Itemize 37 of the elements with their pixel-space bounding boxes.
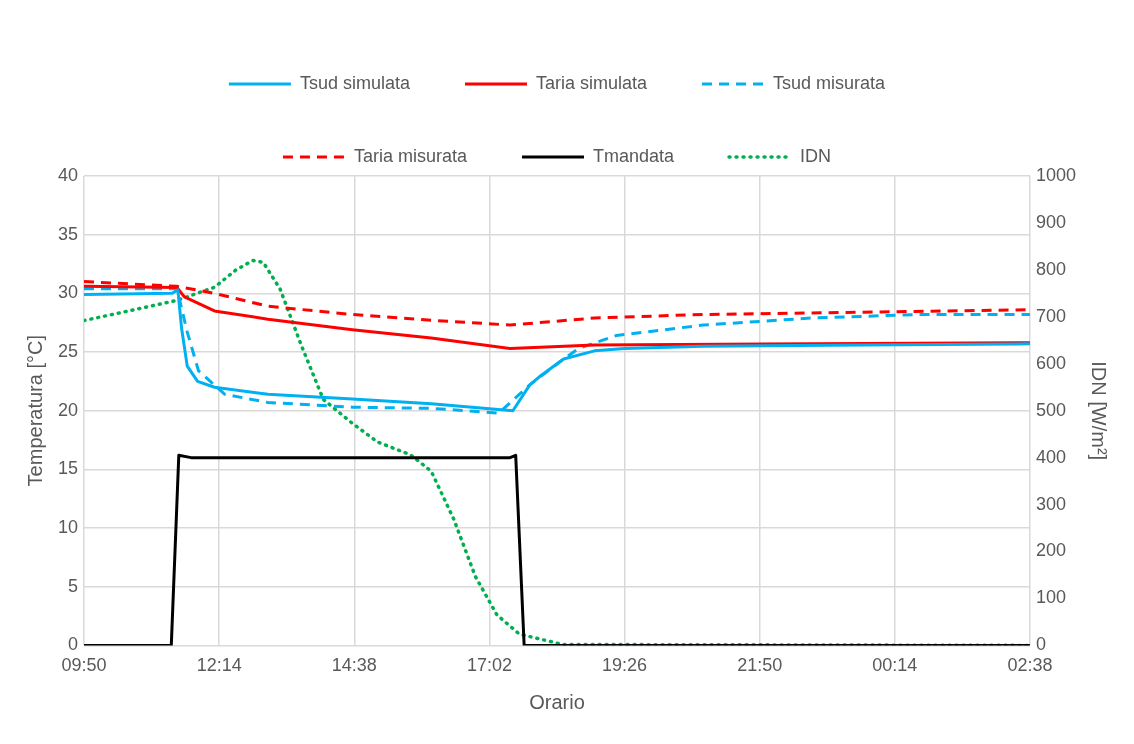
y-tick-label: 20 — [57, 399, 79, 420]
y-tick-label: 5 — [68, 575, 79, 596]
y-tick-label: 35 — [57, 223, 79, 244]
x-tick-label: 14:38 — [331, 655, 377, 676]
y-tick-label: 25 — [57, 340, 79, 361]
y-tick-label: 10 — [57, 517, 79, 538]
y2-tick-label: 900 — [1035, 211, 1066, 232]
legend-label: Tsud simulata — [299, 72, 411, 93]
legend-label: Tsud misurata — [773, 72, 887, 93]
x-tick-label: 19:26 — [602, 655, 648, 676]
y2-tick-label: 500 — [1035, 399, 1066, 420]
x-axis-title: Orario — [529, 690, 585, 713]
y2-tick-label: 0 — [1035, 634, 1046, 655]
legend-label: IDN — [800, 145, 832, 166]
y2-tick-label: 100 — [1035, 587, 1066, 608]
y2-tick-label: 600 — [1035, 352, 1066, 373]
y2-tick-label: 700 — [1035, 305, 1066, 326]
y-axis-title: Temperatura [°C] — [23, 335, 46, 487]
x-tick-label: 02:38 — [1007, 655, 1053, 676]
y2-axis-title: IDN [W/m²] — [1088, 361, 1111, 461]
x-tick-label: 21:50 — [737, 655, 783, 676]
legend-label: Taria simulata — [535, 72, 648, 93]
y2-tick-label: 800 — [1035, 258, 1066, 279]
y2-tick-label: 300 — [1035, 493, 1066, 514]
y2-tick-label: 1000 — [1035, 164, 1076, 185]
x-tick-label: 09:50 — [61, 655, 107, 676]
x-tick-label: 00:14 — [872, 655, 918, 676]
y-tick-label: 30 — [57, 282, 79, 303]
legend-label: Taria misurata — [353, 145, 468, 166]
y2-tick-label: 400 — [1035, 446, 1066, 467]
y2-tick-label: 200 — [1035, 540, 1066, 561]
y-tick-label: 15 — [57, 458, 79, 479]
legend-label: Tmandata — [592, 145, 676, 166]
y-tick-label: 40 — [57, 164, 79, 185]
y-tick-label: 0 — [68, 634, 79, 655]
x-tick-label: 17:02 — [466, 655, 512, 676]
x-tick-label: 12:14 — [196, 655, 242, 676]
